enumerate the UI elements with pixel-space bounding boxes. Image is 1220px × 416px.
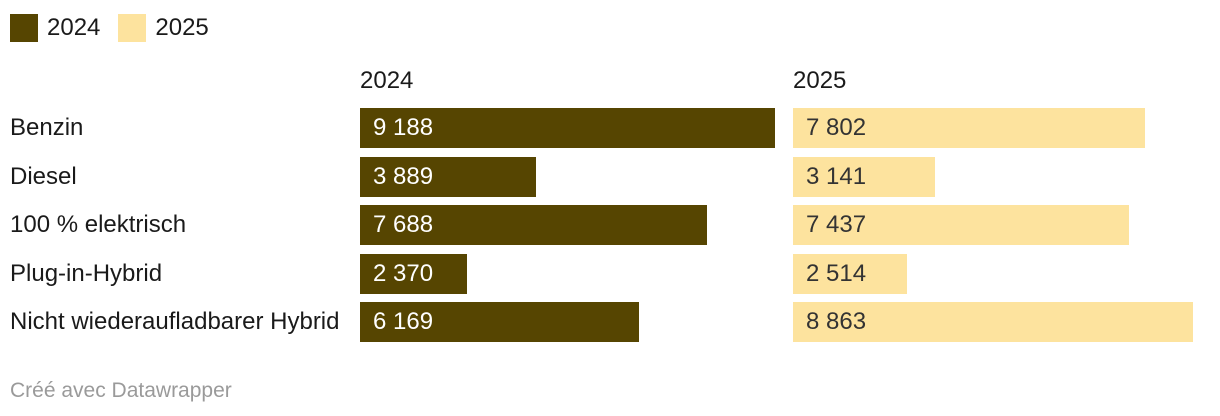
legend-label-2025: 2025 [155,14,209,41]
bar-value-2025: 7 437 [806,211,867,238]
bar-value-2024: 6 169 [373,308,434,335]
row-label: 100 % elektrisch [10,211,187,238]
legend-swatch-2025 [118,14,147,42]
table-row: Plug-in-Hybrid 2 370 2 514 [0,254,1220,294]
bar-2024: 6 169 [360,302,639,342]
bar-2024: 7 688 [360,205,707,245]
datawrapper-attribution: Créé avec Datawrapper [10,379,232,402]
column-header-2025: 2025 [793,67,847,94]
bar-value-2024: 9 188 [373,114,434,141]
legend-swatch-2024 [10,14,38,42]
legend-item-2024: 2024 [10,14,100,42]
legend-item-2025: 2025 [118,14,209,42]
bar-2024: 9 188 [360,108,775,148]
row-label: Diesel [10,163,77,190]
bar-2025: 2 514 [793,254,907,294]
bar-value-2024: 7 688 [373,211,434,238]
bar-2025: 7 437 [793,205,1129,245]
table-row: 100 % elektrisch 7 688 7 437 [0,205,1220,245]
bar-2024: 3 889 [360,157,536,197]
legend-label-2024: 2024 [47,14,101,41]
row-label: Plug-in-Hybrid [10,260,163,287]
legend: 2024 2025 [10,14,209,42]
bar-value-2025: 3 141 [806,163,867,190]
row-label: Benzin [10,114,84,141]
table-row: Benzin 9 188 7 802 [0,108,1220,148]
bar-2024: 2 370 [360,254,467,294]
bar-value-2024: 2 370 [373,260,434,287]
bar-2025: 3 141 [793,157,935,197]
bar-2025: 8 863 [793,302,1193,342]
row-label: Nicht wiederaufladbarer Hybrid [10,308,340,335]
bar-2025: 7 802 [793,108,1145,148]
bar-value-2025: 8 863 [806,308,867,335]
column-header-2024: 2024 [360,67,414,94]
table-row: Nicht wiederaufladbarer Hybrid 6 169 8 8… [0,302,1220,342]
bar-value-2025: 7 802 [806,114,867,141]
table-row: Diesel 3 889 3 141 [0,157,1220,197]
bar-value-2025: 2 514 [806,260,867,287]
bar-value-2024: 3 889 [373,163,434,190]
